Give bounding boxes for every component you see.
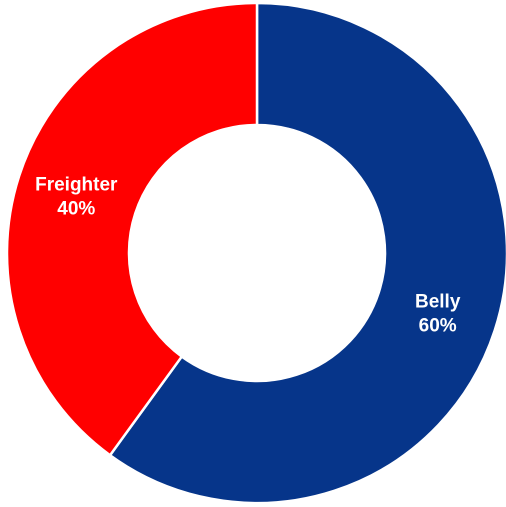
slice-name-freighter: Freighter <box>35 174 118 195</box>
slice-freighter <box>5 1 259 458</box>
slice-name-belly: Belly <box>415 292 461 313</box>
slice-value-belly: 60% <box>419 316 457 337</box>
slice-value-freighter: 40% <box>57 198 95 219</box>
chart-slices <box>5 1 506 505</box>
slice-label-freighter: Freighter 40% <box>35 174 118 219</box>
chart-labels: Belly 60% Freighter 40% <box>35 174 461 336</box>
slice-label-belly: Belly 60% <box>415 292 461 337</box>
slice-belly <box>108 1 506 505</box>
